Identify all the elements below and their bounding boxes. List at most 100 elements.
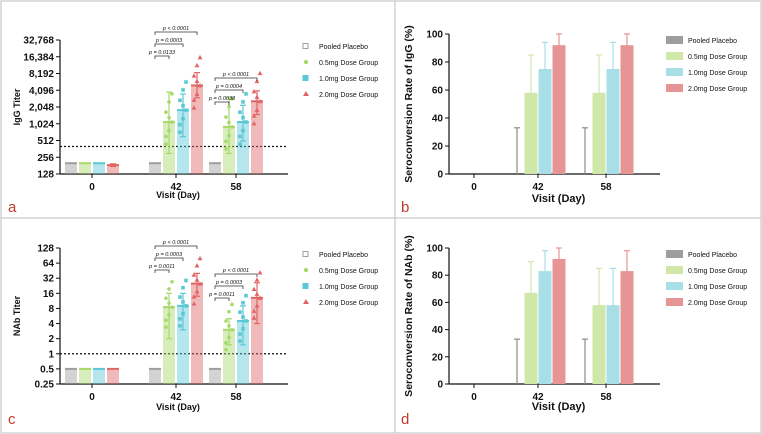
panel-d-y-tick-label: 100	[426, 244, 443, 255]
panel-a-data-point	[181, 88, 185, 92]
panel-a-significance-bracket	[214, 89, 244, 93]
panel-d-legend-label: 2.0mg Dose Group	[688, 300, 747, 307]
panel-b-bar	[538, 69, 552, 174]
panel-a-p-value-label: p = 0.0133	[148, 50, 176, 56]
panel-c-bar	[149, 368, 161, 384]
panel-a-data-point	[251, 120, 257, 126]
panel-a-data-point	[251, 89, 257, 94]
panel-c-legend-label: 2.0mg Dose Group	[319, 300, 378, 307]
panel-a-data-point	[241, 115, 245, 120]
panel-a-data-point	[181, 116, 185, 121]
panel-c-data-point	[227, 309, 231, 314]
panel-c-data-point	[241, 301, 245, 305]
panel-a-y-tick-label: 4,096	[29, 86, 54, 97]
panel-c-data-point	[181, 300, 185, 304]
panel-c-x-tick-label: 0	[89, 392, 95, 403]
panel-b-legend-label: 2.0mg Dose Group	[688, 86, 747, 93]
panel-a-data-point	[167, 100, 171, 104]
panel-a-legend-marker	[303, 91, 309, 96]
panel-c-data-point	[167, 301, 171, 305]
panel-c-data-point	[241, 326, 245, 331]
panel-c-bar	[93, 368, 105, 384]
panel-a-legend-label: 0.5mg Dose Group	[319, 60, 378, 67]
panel-b-bar	[606, 69, 620, 174]
panel-c-data-point	[164, 325, 168, 329]
panel-d-legend-swatch	[666, 266, 683, 274]
panel-a-data-point	[241, 128, 245, 133]
panel-a-bar	[65, 163, 77, 174]
panel-c-data-point	[251, 308, 257, 313]
panel-a-data-point	[227, 120, 231, 125]
panel-c-data-point	[191, 272, 197, 277]
panel-c-data-point	[257, 270, 263, 275]
panel-a-data-point	[184, 80, 188, 84]
panel-a-y-tick-label: 8,192	[29, 69, 54, 80]
panel-a-data-point	[191, 73, 197, 78]
panel-c-data-point	[230, 302, 234, 307]
panel-d-y-tick-label: 20	[432, 352, 444, 363]
panel-a-data-point	[191, 97, 197, 102]
panel-c-data-point	[194, 288, 200, 294]
panel-a-y-tick-label: 256	[37, 153, 54, 164]
panel-c-y-tick-label: 1	[48, 349, 54, 360]
panel-c-significance-bracket	[154, 245, 198, 249]
panel-d-x-tick-label: 42	[532, 392, 544, 403]
panel-c-x-tick-label: 42	[170, 392, 182, 403]
panel-a-bar	[107, 165, 119, 174]
panel-c-data-point	[194, 263, 200, 268]
panel-b-x-tick-label: 42	[532, 182, 544, 193]
panel-c-y-tick-label: 4	[48, 319, 54, 330]
panel-d-y-axis-title: Seroconversion Rate of NAb (%)	[403, 235, 415, 397]
panel-d-y-tick-label: 60	[432, 298, 444, 309]
panel-c-data-point	[230, 328, 234, 332]
panel-d-legend-label: 0.5mg Dose Group	[688, 268, 747, 275]
panel-c-data-point	[184, 304, 188, 308]
panel-a-p-value-label: p < 0.0001	[162, 26, 189, 32]
panel-b-bar	[620, 45, 634, 175]
panel-c-significance-bracket	[214, 273, 258, 277]
panel-c-data-point	[244, 293, 248, 298]
panel-b-x-tick-label: 0	[471, 182, 477, 193]
panel-a-p-value-label: p < 0.0001	[222, 72, 249, 78]
panel-a-legend-label: Pooled Placebo	[319, 44, 368, 51]
panel-a-panel-letter: a	[8, 199, 17, 216]
panel-d-x-tick-label: 58	[600, 392, 612, 403]
panel-d-y-tick-label: 80	[432, 271, 444, 282]
panel-c-y-tick-label: 8	[48, 304, 54, 315]
panel-c-p-value-label: p = 0.0011	[148, 264, 175, 270]
panel-c-p-value-label: p = 0.0003	[215, 280, 243, 286]
panel-a-data-point	[184, 108, 188, 112]
panel-c-p-value-label: p < 0.0001	[162, 240, 189, 246]
panel-c-y-tick-label: 16	[43, 289, 55, 300]
panel-a-data-point	[224, 139, 228, 144]
panel-c-data-point	[167, 313, 171, 317]
panel-a-data-point	[230, 96, 234, 101]
panel-c-y-tick-label: 128	[37, 244, 54, 255]
panel-a-legend-label: 1.0mg Dose Group	[319, 76, 378, 83]
panel-a-data-point	[170, 120, 174, 124]
panel-a-data-point	[238, 142, 242, 146]
panel-d-bar	[538, 271, 552, 384]
panel-a-y-tick-label: 32,768	[23, 36, 54, 47]
panel-d-legend-label: 1.0mg Dose Group	[688, 284, 747, 291]
panel-c-y-tick-label: 0.25	[35, 380, 55, 391]
panel-c-bar	[237, 320, 249, 384]
panel-b-y-tick-label: 100	[426, 30, 443, 41]
panel-a-data-point	[164, 142, 168, 146]
panel-c-y-axis-title: NAb Titer	[12, 295, 22, 336]
panel-b-y-tick-label: 60	[432, 86, 444, 97]
panel-c-data-point	[178, 324, 182, 328]
panel-a-data-point	[257, 70, 263, 76]
panel-a-x-tick-label: 58	[230, 182, 242, 193]
panel-c-data-point	[164, 318, 168, 322]
panel-c-data-point	[224, 348, 228, 352]
panel-c-data-point	[254, 291, 260, 296]
panel-b-y-tick-label: 40	[432, 114, 444, 125]
panel-c-data-point	[238, 310, 242, 314]
panel-a-data-point	[164, 110, 168, 115]
panel-a-legend-marker	[302, 75, 309, 81]
panel-b-panel-letter: b	[401, 199, 409, 216]
panel-c-data-point	[224, 341, 228, 345]
panel-a-significance-bracket	[214, 77, 258, 81]
panel-c-data-point	[194, 277, 200, 282]
